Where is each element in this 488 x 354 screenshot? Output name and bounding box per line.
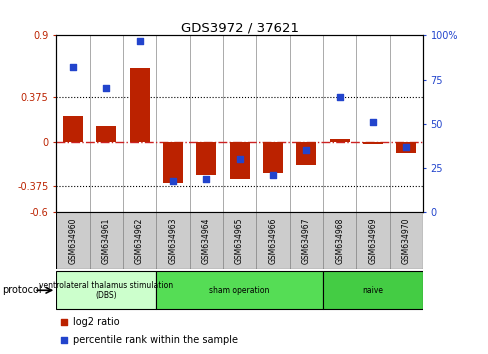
Bar — [56, 212, 89, 269]
Text: GSM634961: GSM634961 — [102, 217, 110, 264]
Bar — [196, 142, 216, 175]
Point — [335, 95, 343, 100]
Bar — [289, 212, 322, 269]
Text: percentile rank within the sample: percentile rank within the sample — [73, 335, 237, 344]
Title: GDS3972 / 37621: GDS3972 / 37621 — [180, 21, 298, 34]
Bar — [329, 139, 349, 142]
Bar — [362, 142, 382, 144]
Point — [135, 38, 143, 44]
Bar — [389, 212, 422, 269]
Text: GSM634965: GSM634965 — [235, 217, 244, 264]
Bar — [356, 212, 389, 269]
Point — [368, 119, 376, 125]
Text: naive: naive — [362, 286, 383, 295]
Text: GSM634960: GSM634960 — [68, 217, 77, 264]
Text: GSM634963: GSM634963 — [168, 217, 177, 264]
Point — [302, 148, 309, 153]
Bar — [163, 142, 183, 183]
Bar — [129, 68, 149, 142]
Bar — [156, 212, 189, 269]
Point — [268, 172, 276, 178]
Bar — [96, 126, 116, 142]
Text: protocol: protocol — [2, 285, 42, 295]
Bar — [189, 212, 223, 269]
Bar — [322, 212, 356, 269]
Text: GSM634966: GSM634966 — [268, 217, 277, 264]
Text: GSM634962: GSM634962 — [135, 217, 144, 264]
Text: GSM634967: GSM634967 — [301, 217, 310, 264]
Bar — [296, 142, 316, 165]
Point — [102, 86, 110, 91]
Point — [402, 144, 409, 150]
Bar — [156, 271, 322, 309]
Text: ventrolateral thalamus stimulation
(DBS): ventrolateral thalamus stimulation (DBS) — [39, 281, 173, 300]
Bar — [322, 271, 422, 309]
Point — [202, 176, 210, 182]
Text: log2 ratio: log2 ratio — [73, 318, 119, 327]
Bar — [395, 142, 415, 153]
Point — [69, 64, 77, 70]
Text: GSM634969: GSM634969 — [368, 217, 377, 264]
Text: GSM634964: GSM634964 — [202, 217, 210, 264]
Bar — [263, 142, 283, 173]
Text: sham operation: sham operation — [209, 286, 269, 295]
Text: GSM634970: GSM634970 — [401, 217, 410, 264]
Point — [60, 320, 67, 325]
Point — [169, 178, 177, 183]
Bar — [223, 212, 256, 269]
Text: GSM634968: GSM634968 — [334, 217, 344, 264]
Bar — [56, 271, 156, 309]
Bar — [63, 116, 83, 142]
Point — [60, 337, 67, 342]
Bar — [256, 212, 289, 269]
Bar — [89, 212, 122, 269]
Bar — [229, 142, 249, 179]
Point — [235, 156, 243, 162]
Bar — [122, 212, 156, 269]
